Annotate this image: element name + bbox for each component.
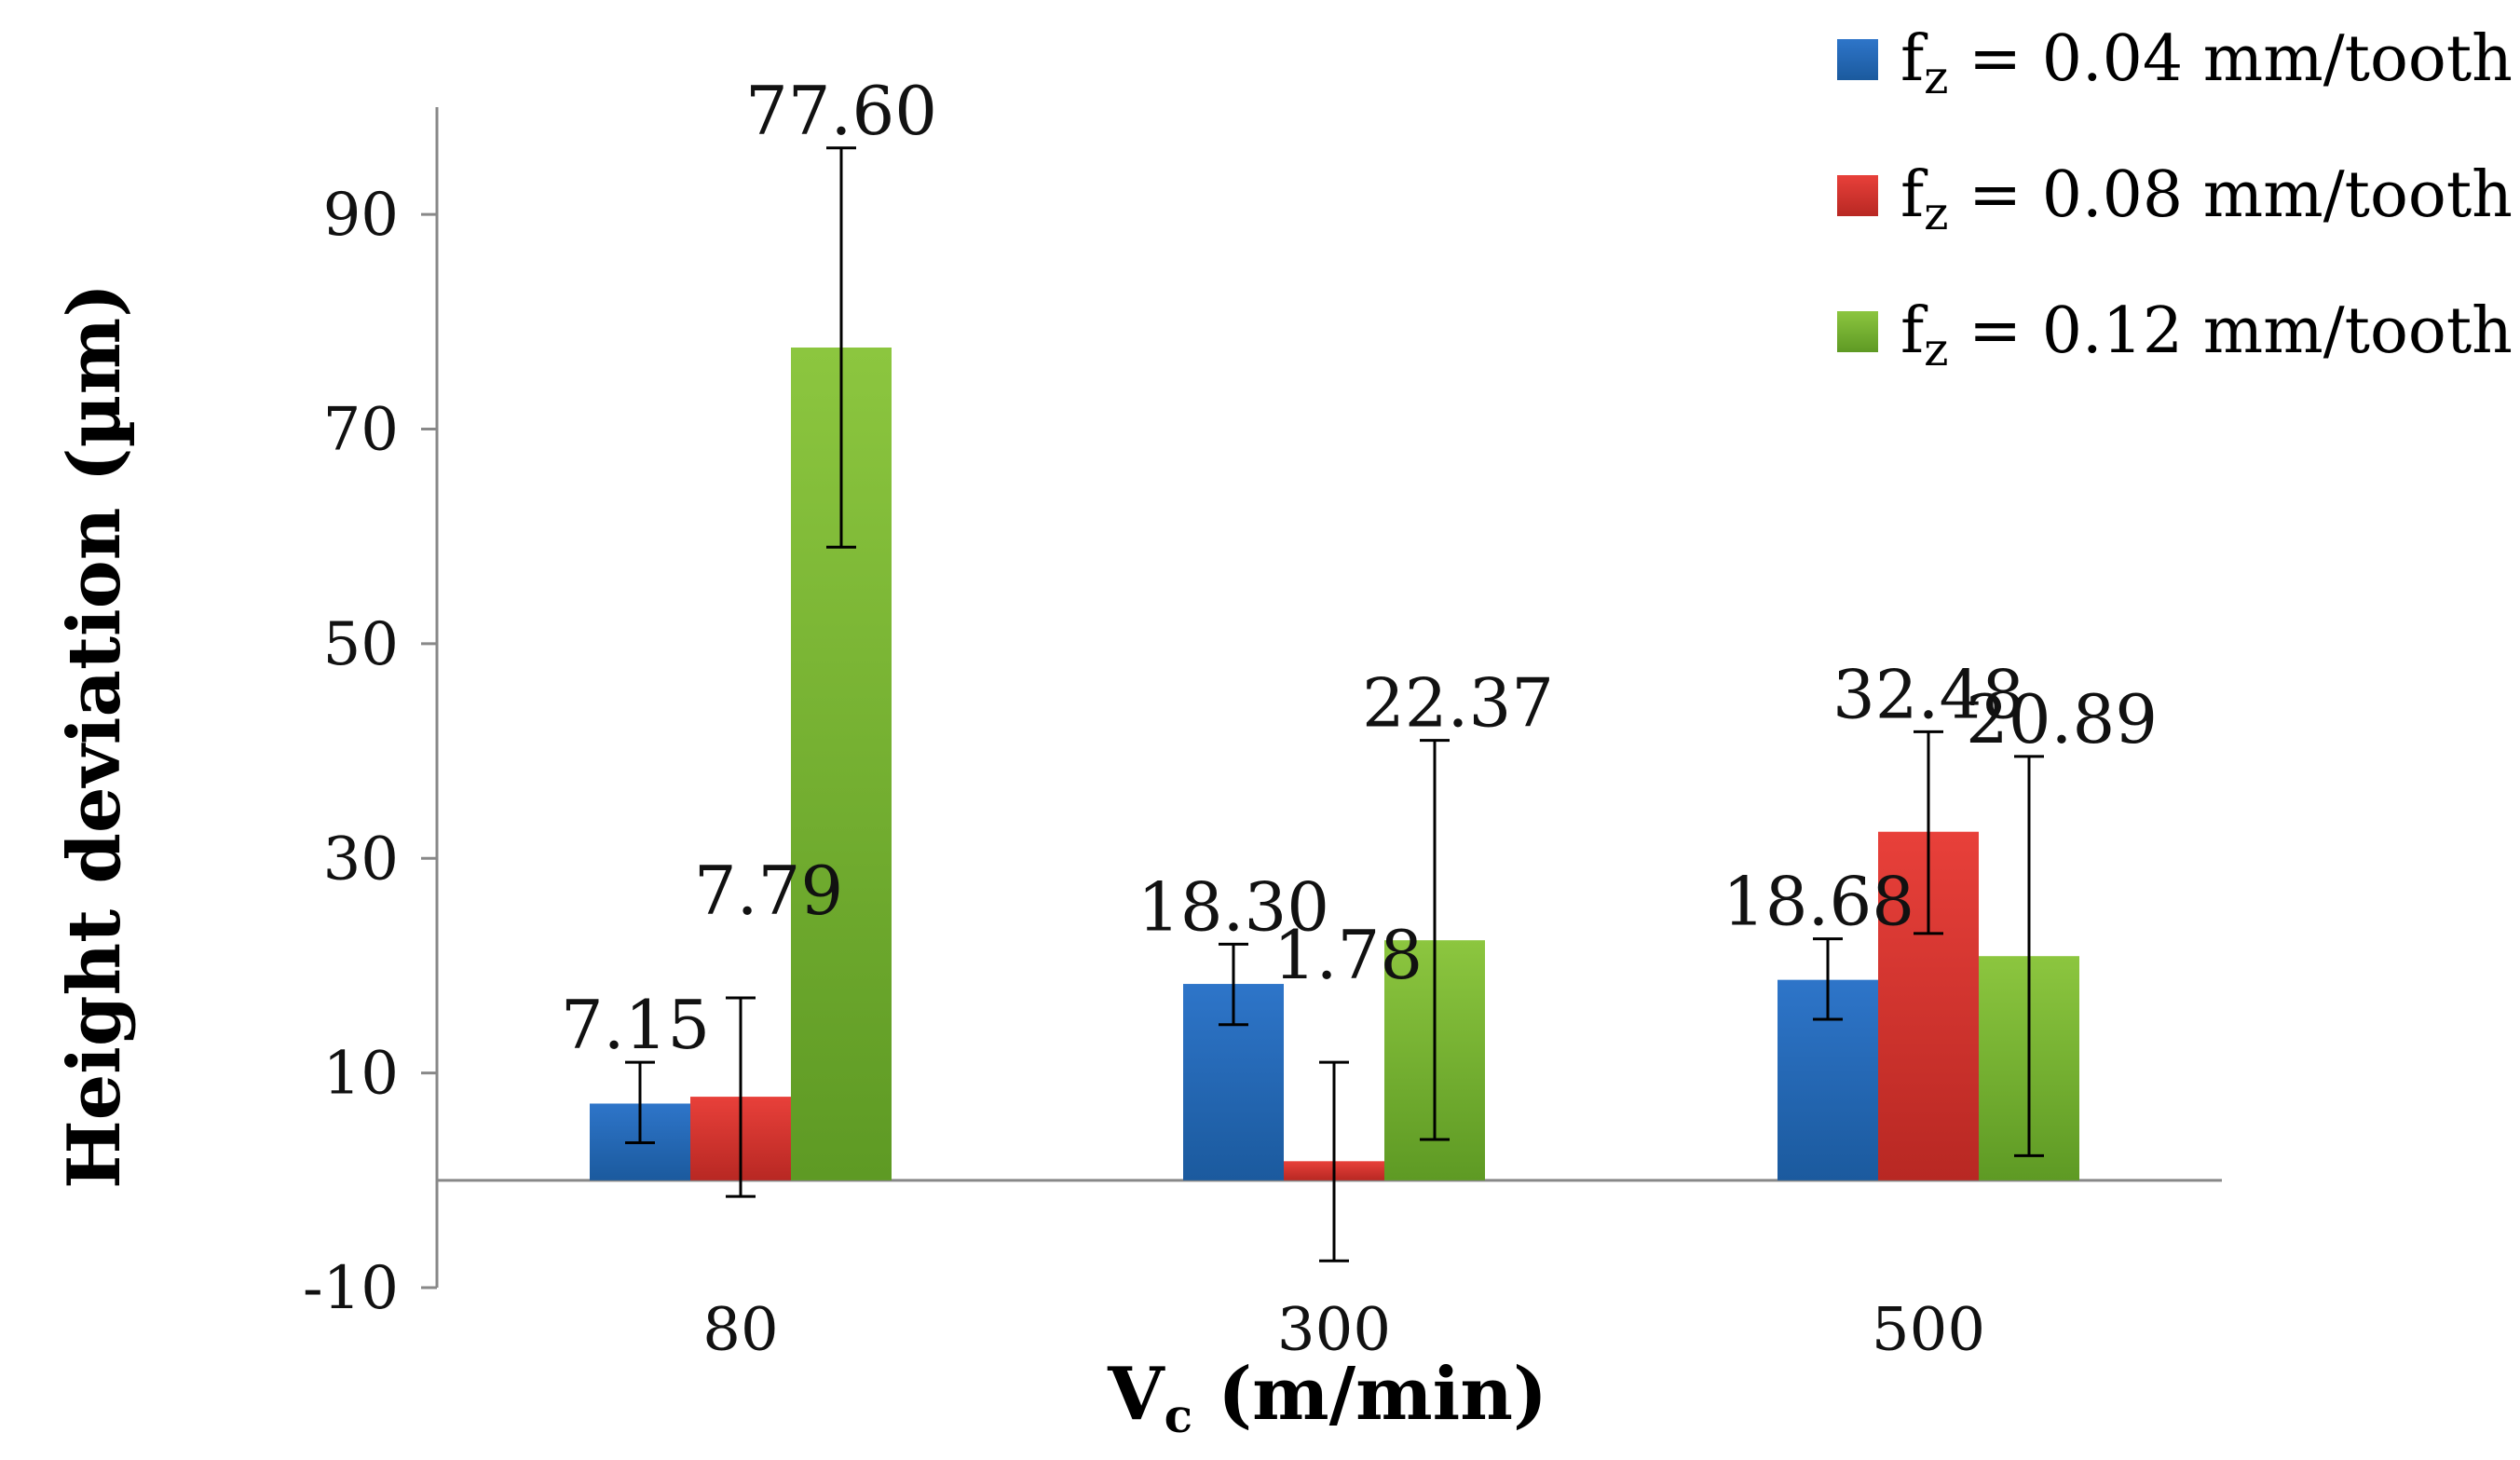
x-axis-title-main: V — [1107, 1352, 1165, 1437]
data-label-500-series-0: 18.68 — [1723, 863, 1914, 941]
data-label-500-series-2: 20.89 — [1966, 680, 2158, 758]
data-label-80-series-0: 7.15 — [561, 986, 710, 1064]
legend-item-fz-008: fz = 0.08 mm/tooth — [1837, 158, 2513, 240]
y-tick-label: 30 — [323, 825, 399, 894]
y-tick-label: 70 — [323, 396, 399, 465]
y-axis-ticks: -10 10 30 50 70 90 — [303, 181, 437, 1323]
data-label-80-series-1: 7.79 — [694, 852, 843, 930]
x-axis-title-rest: (m/min) — [1192, 1352, 1547, 1437]
x-axis-title-sub: c — [1165, 1388, 1192, 1443]
legend-item-fz-012: fz = 0.12 mm/tooth — [1837, 294, 2513, 376]
legend-swatch-fz-004 — [1837, 39, 1878, 80]
y-axis-title: Height deviation (µm) — [52, 283, 137, 1189]
x-axis-title: Vc (m/min) — [1107, 1352, 1547, 1443]
x-axis-tick-labels: 80 300 500 — [702, 1295, 1985, 1364]
y-tick-label: -10 — [303, 1254, 399, 1323]
legend: fz = 0.04 mm/tooth fz = 0.08 mm/tooth fz… — [1837, 22, 2513, 376]
data-label-80-series-2: 77.60 — [745, 72, 937, 150]
data-label-300-series-0: 18.30 — [1137, 867, 1329, 946]
legend-swatch-fz-008 — [1837, 175, 1878, 216]
legend-label-fz-004: fz = 0.04 mm/tooth — [1900, 22, 2513, 104]
data-label-300-series-1: 1.78 — [1274, 916, 1423, 994]
x-tick-label: 300 — [1277, 1295, 1391, 1364]
legend-label-fz-012: fz = 0.12 mm/tooth — [1900, 294, 2513, 376]
legend-item-fz-004: fz = 0.04 mm/tooth — [1837, 22, 2513, 104]
error-bars-group — [625, 146, 2044, 1262]
y-tick-label: 50 — [323, 610, 399, 679]
legend-swatch-fz-012 — [1837, 311, 1878, 352]
legend-label-fz-008: fz = 0.08 mm/tooth — [1900, 158, 2513, 240]
data-label-500-series-1: 32.48 — [1832, 655, 2024, 733]
bars-group — [590, 348, 2079, 1180]
y-tick-label: 10 — [323, 1040, 399, 1109]
x-tick-label: 80 — [702, 1295, 778, 1364]
data-label-300-series-2: 22.37 — [1362, 664, 1554, 743]
y-tick-label: 90 — [323, 181, 399, 250]
x-tick-label: 500 — [1872, 1295, 1985, 1364]
data-labels-group: 7.15 7.79 77.60 18.301.78 22.37 18.68 32.4820.… — [561, 72, 2158, 1064]
